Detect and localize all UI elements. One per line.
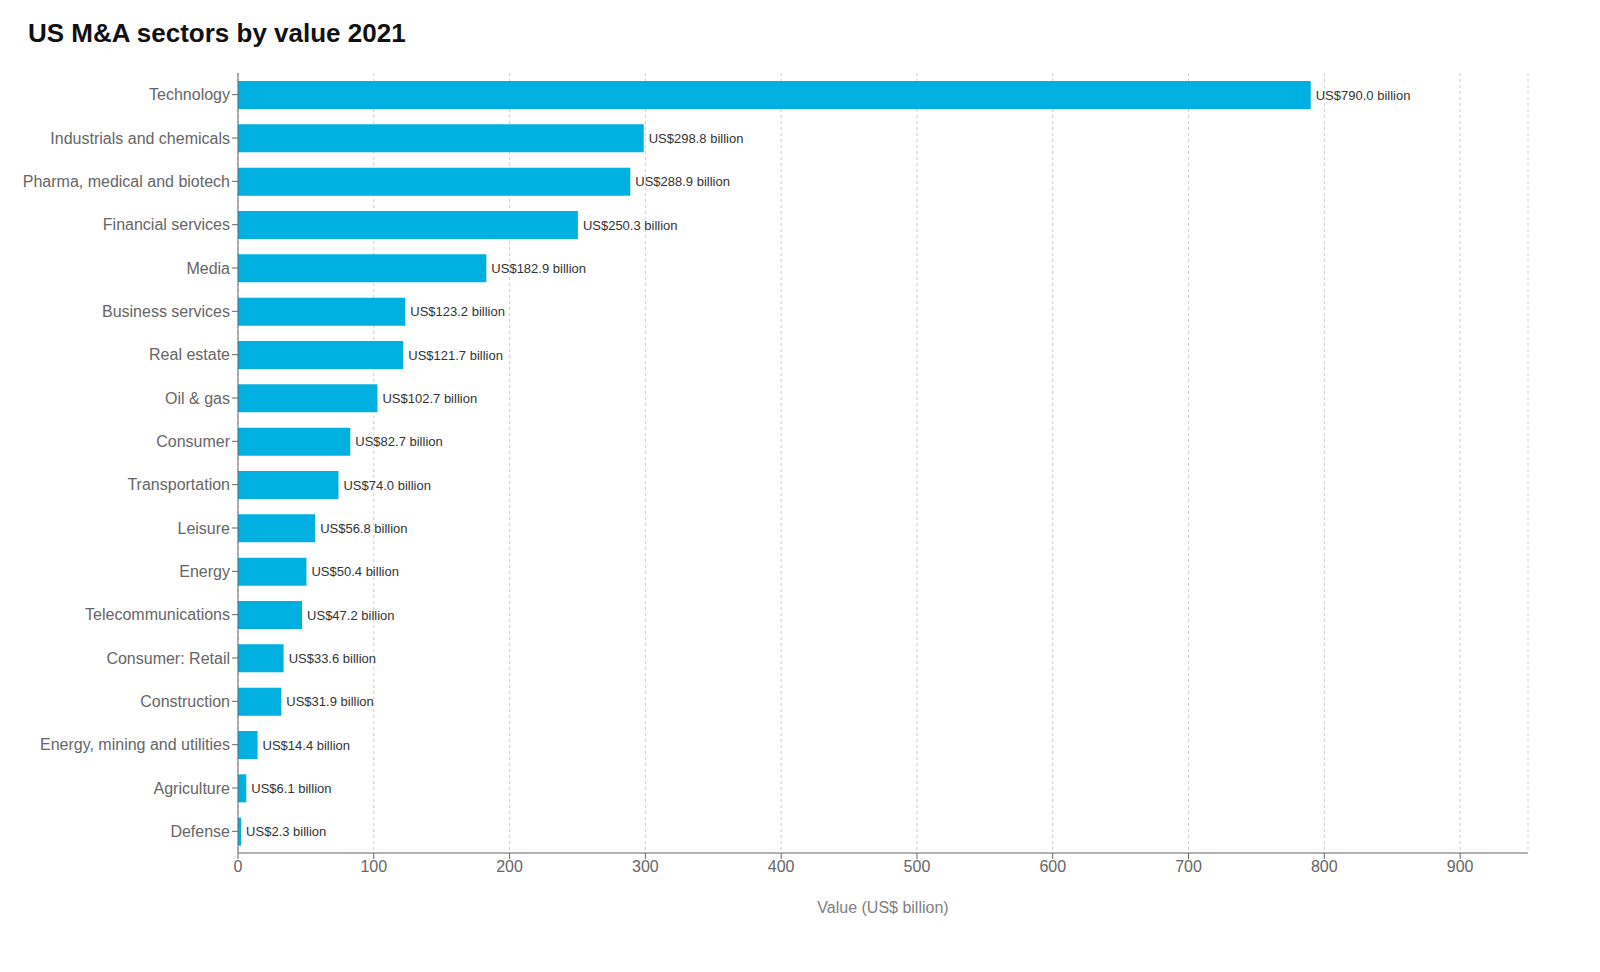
svg-text:Consumer: Retail: Consumer: Retail xyxy=(106,650,230,667)
svg-text:US$82.7 billion: US$82.7 billion xyxy=(355,434,442,449)
svg-text:Defense: Defense xyxy=(170,823,230,840)
svg-text:Energy: Energy xyxy=(179,563,230,580)
svg-text:Technology: Technology xyxy=(149,86,230,103)
svg-text:US$33.6 billion: US$33.6 billion xyxy=(289,651,376,666)
svg-text:US$14.4 billion: US$14.4 billion xyxy=(263,738,350,753)
svg-text:Construction: Construction xyxy=(140,693,230,710)
svg-text:100: 100 xyxy=(360,858,387,875)
svg-text:US$31.9 billion: US$31.9 billion xyxy=(286,694,373,709)
svg-text:Agriculture: Agriculture xyxy=(154,780,231,797)
svg-text:200: 200 xyxy=(496,858,523,875)
svg-text:US$123.2 billion: US$123.2 billion xyxy=(410,304,505,319)
svg-text:Telecommunications: Telecommunications xyxy=(85,606,230,623)
svg-text:400: 400 xyxy=(768,858,795,875)
svg-text:US$47.2 billion: US$47.2 billion xyxy=(307,608,394,623)
svg-text:Leisure: Leisure xyxy=(178,520,231,537)
svg-text:800: 800 xyxy=(1311,858,1338,875)
svg-text:US$121.7 billion: US$121.7 billion xyxy=(408,348,503,363)
svg-text:US$298.8 billion: US$298.8 billion xyxy=(649,131,744,146)
svg-text:0: 0 xyxy=(234,858,243,875)
svg-text:Oil & gas: Oil & gas xyxy=(165,390,230,407)
svg-text:US$182.9 billion: US$182.9 billion xyxy=(491,261,586,276)
svg-text:Real estate: Real estate xyxy=(149,346,230,363)
svg-text:Value (US$ billion): Value (US$ billion) xyxy=(817,899,948,916)
svg-text:Media: Media xyxy=(186,260,230,277)
svg-text:700: 700 xyxy=(1175,858,1202,875)
svg-text:US$250.3 billion: US$250.3 billion xyxy=(583,218,678,233)
svg-text:Energy, mining and utilities: Energy, mining and utilities xyxy=(40,736,230,753)
svg-text:500: 500 xyxy=(904,858,931,875)
html-text:US M&A sectors by value 2021: US M&A sectors by value 2021 xyxy=(28,18,406,48)
svg-text:US$2.3 billion: US$2.3 billion xyxy=(246,824,326,839)
svg-text:US$102.7 billion: US$102.7 billion xyxy=(382,391,477,406)
svg-text:Pharma, medical and biotech: Pharma, medical and biotech xyxy=(23,173,230,190)
svg-text:US$74.0 billion: US$74.0 billion xyxy=(343,478,430,493)
svg-text:US$288.9 billion: US$288.9 billion xyxy=(635,174,730,189)
svg-text:600: 600 xyxy=(1039,858,1066,875)
svg-text:Transportation: Transportation xyxy=(127,476,230,493)
svg-text:Business services: Business services xyxy=(102,303,230,320)
svg-text:US$6.1 billion: US$6.1 billion xyxy=(251,781,331,796)
svg-text:900: 900 xyxy=(1447,858,1474,875)
svg-text:300: 300 xyxy=(632,858,659,875)
svg-text:US$790.0 billion: US$790.0 billion xyxy=(1316,88,1411,103)
svg-text:US$50.4 billion: US$50.4 billion xyxy=(311,564,398,579)
svg-text:US$56.8 billion: US$56.8 billion xyxy=(320,521,407,536)
svg-text:Consumer: Consumer xyxy=(156,433,230,450)
svg-text:Financial services: Financial services xyxy=(103,216,230,233)
svg-text:Industrials and chemicals: Industrials and chemicals xyxy=(50,130,230,147)
